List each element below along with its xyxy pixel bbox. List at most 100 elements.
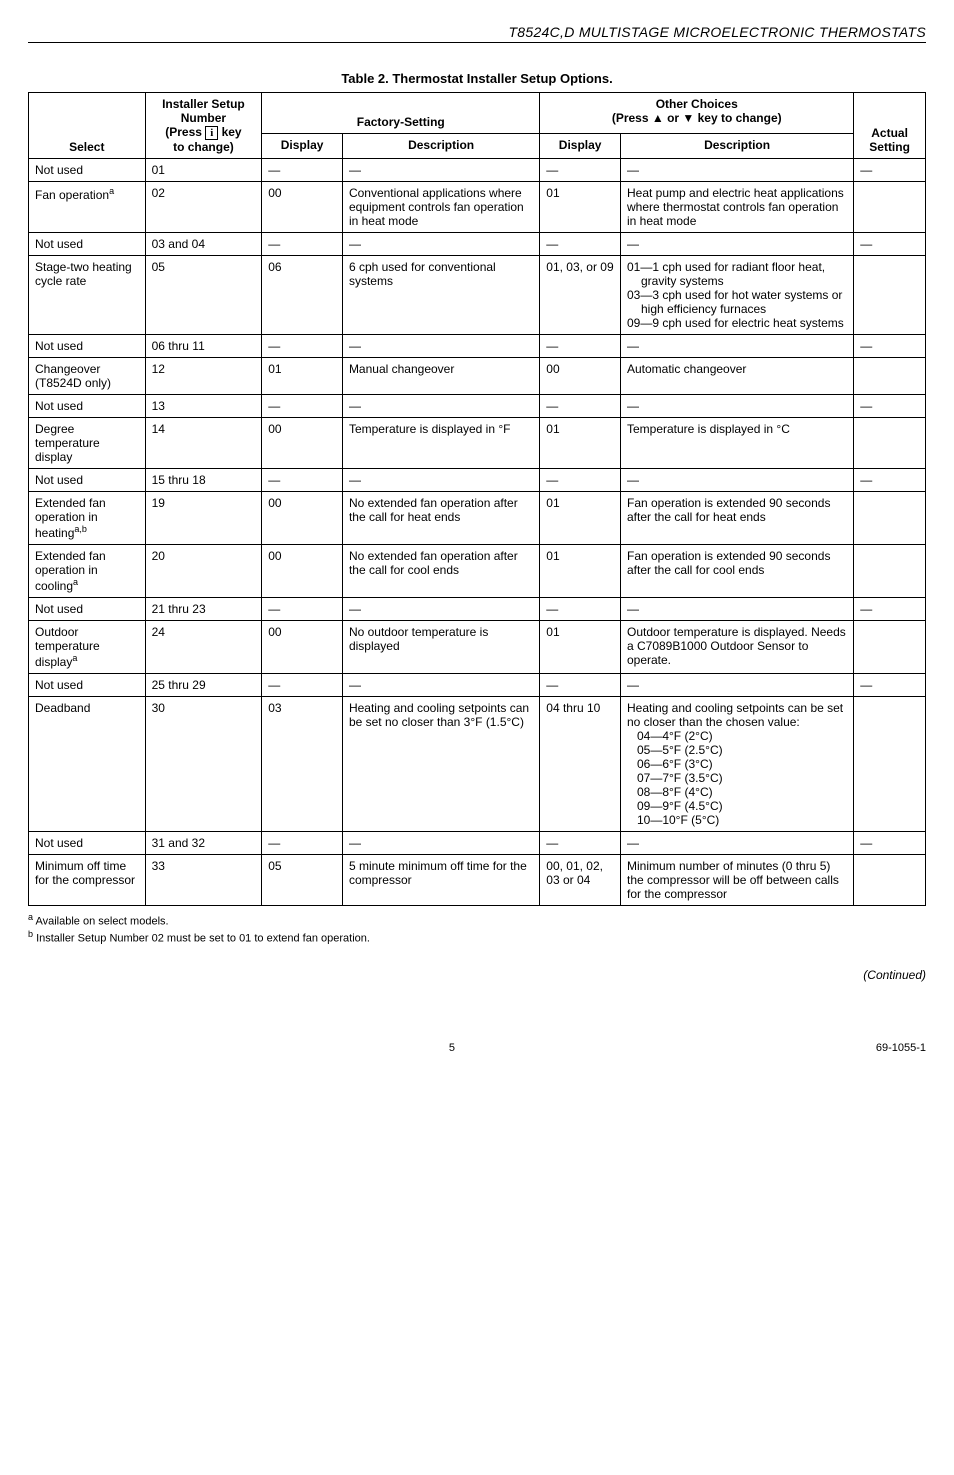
cell-actual: — bbox=[854, 674, 926, 697]
cell-factory-desc: 5 minute minimum off time for the compre… bbox=[342, 855, 539, 906]
th-number-l3-prefix: (Press bbox=[165, 125, 205, 139]
cell-other-display: 01 bbox=[540, 182, 621, 233]
footnote-a: a Available on select models. bbox=[28, 912, 926, 928]
cell-factory-display: 00 bbox=[262, 182, 343, 233]
cell-actual: — bbox=[854, 233, 926, 256]
cell-select: Extended fan operation in heatinga,b bbox=[29, 492, 146, 545]
cell-select: Fan operationa bbox=[29, 182, 146, 233]
cell-factory-desc: Manual changeover bbox=[342, 358, 539, 395]
cell-other-desc: — bbox=[620, 832, 853, 855]
table-row: Outdoor temperature displaya2400No outdo… bbox=[29, 621, 926, 674]
cell-factory-desc: — bbox=[342, 395, 539, 418]
th-number: Installer Setup Number (Press i key to c… bbox=[145, 93, 262, 159]
table-row: Not used06 thru 11————— bbox=[29, 335, 926, 358]
cell-other-display: 00, 01, 02, 03 or 04 bbox=[540, 855, 621, 906]
cell-actual: — bbox=[854, 159, 926, 182]
cell-factory-desc: Heating and cooling setpoints can be set… bbox=[342, 697, 539, 832]
cell-number: 24 bbox=[145, 621, 262, 674]
footnote-a-text: Available on select models. bbox=[35, 916, 168, 928]
cell-factory-desc: — bbox=[342, 832, 539, 855]
th-number-l3-suffix: key bbox=[218, 125, 241, 139]
cell-factory-display: — bbox=[262, 832, 343, 855]
cell-factory-desc: Temperature is displayed in °F bbox=[342, 418, 539, 469]
table-row: Deadband3003Heating and cooling setpoint… bbox=[29, 697, 926, 832]
cell-factory-desc: No extended fan operation after the call… bbox=[342, 545, 539, 598]
th-factory-desc: Description bbox=[342, 133, 539, 158]
cell-number: 05 bbox=[145, 256, 262, 335]
cell-actual bbox=[854, 855, 926, 906]
cell-other-display: — bbox=[540, 395, 621, 418]
footnotes: a Available on select models. b Installe… bbox=[28, 912, 926, 944]
doc-number: 69-1055-1 bbox=[876, 1042, 926, 1054]
cell-other-display: 01 bbox=[540, 545, 621, 598]
page-header: T8524C,D MULTISTAGE MICROELECTRONIC THER… bbox=[28, 24, 926, 43]
cell-factory-desc: — bbox=[342, 469, 539, 492]
cell-select: Not used bbox=[29, 674, 146, 697]
page-footer: 5 69-1055-1 bbox=[28, 1042, 926, 1054]
cell-select: Minimum off time for the compressor bbox=[29, 855, 146, 906]
cell-other-display: — bbox=[540, 469, 621, 492]
cell-select: Not used bbox=[29, 395, 146, 418]
cell-factory-desc: 6 cph used for conventional systems bbox=[342, 256, 539, 335]
cell-actual bbox=[854, 182, 926, 233]
page-number: 5 bbox=[28, 1042, 876, 1054]
cell-other-desc: Fan operation is extended 90 seconds aft… bbox=[620, 492, 853, 545]
th-other: Other Choices (Press ▲ or ▼ key to chang… bbox=[540, 93, 854, 134]
cell-select: Not used bbox=[29, 335, 146, 358]
i-key-icon: i bbox=[205, 126, 218, 140]
cell-select: Not used bbox=[29, 832, 146, 855]
cell-number: 03 and 04 bbox=[145, 233, 262, 256]
cell-other-display: — bbox=[540, 598, 621, 621]
table-row: Not used25 thru 29————— bbox=[29, 674, 926, 697]
cell-select: Not used bbox=[29, 469, 146, 492]
th-number-l4: to change) bbox=[173, 140, 234, 154]
cell-other-desc: Heating and cooling setpoints can be set… bbox=[620, 697, 853, 832]
cell-factory-display: — bbox=[262, 395, 343, 418]
cell-other-display: — bbox=[540, 233, 621, 256]
table-row: Not used03 and 04————— bbox=[29, 233, 926, 256]
cell-other-display: 01 bbox=[540, 621, 621, 674]
table-row: Extended fan operation in heatinga,b1900… bbox=[29, 492, 926, 545]
cell-factory-display: 05 bbox=[262, 855, 343, 906]
cell-other-display: 01, 03, or 09 bbox=[540, 256, 621, 335]
table-row: Not used01————— bbox=[29, 159, 926, 182]
cell-actual: — bbox=[854, 598, 926, 621]
cell-other-display: — bbox=[540, 159, 621, 182]
th-actual-l1: Actual bbox=[871, 126, 908, 140]
cell-number: 13 bbox=[145, 395, 262, 418]
cell-select: Degree temperature display bbox=[29, 418, 146, 469]
cell-factory-display: — bbox=[262, 598, 343, 621]
table-row: Extended fan operation in coolinga2000No… bbox=[29, 545, 926, 598]
cell-other-desc: Heat pump and electric heat applications… bbox=[620, 182, 853, 233]
th-number-l2: Number bbox=[181, 111, 226, 125]
cell-other-desc: — bbox=[620, 598, 853, 621]
cell-other-display: 04 thru 10 bbox=[540, 697, 621, 832]
setup-table: Select Installer Setup Number (Press i k… bbox=[28, 92, 926, 906]
cell-factory-desc: — bbox=[342, 335, 539, 358]
footnote-b-text: Installer Setup Number 02 must be set to… bbox=[36, 932, 370, 944]
cell-other-desc: — bbox=[620, 674, 853, 697]
cell-other-display: 01 bbox=[540, 418, 621, 469]
cell-other-desc: Automatic changeover bbox=[620, 358, 853, 395]
cell-factory-display: 06 bbox=[262, 256, 343, 335]
cell-actual: — bbox=[854, 395, 926, 418]
cell-actual bbox=[854, 418, 926, 469]
cell-factory-display: — bbox=[262, 159, 343, 182]
cell-number: 21 thru 23 bbox=[145, 598, 262, 621]
cell-select: Deadband bbox=[29, 697, 146, 832]
cell-factory-display: 00 bbox=[262, 545, 343, 598]
cell-other-desc: Minimum number of minutes (0 thru 5) the… bbox=[620, 855, 853, 906]
cell-factory-desc: — bbox=[342, 233, 539, 256]
cell-factory-display: — bbox=[262, 335, 343, 358]
cell-select: Changeover (T8524D only) bbox=[29, 358, 146, 395]
cell-actual bbox=[854, 545, 926, 598]
cell-select: Not used bbox=[29, 233, 146, 256]
cell-select: Not used bbox=[29, 159, 146, 182]
table-title: Table 2. Thermostat Installer Setup Opti… bbox=[28, 71, 926, 86]
cell-factory-desc: Conventional applications where equipmen… bbox=[342, 182, 539, 233]
cell-factory-display: 00 bbox=[262, 418, 343, 469]
cell-other-desc: Fan operation is extended 90 seconds aft… bbox=[620, 545, 853, 598]
cell-number: 15 thru 18 bbox=[145, 469, 262, 492]
cell-actual: — bbox=[854, 469, 926, 492]
cell-number: 25 thru 29 bbox=[145, 674, 262, 697]
